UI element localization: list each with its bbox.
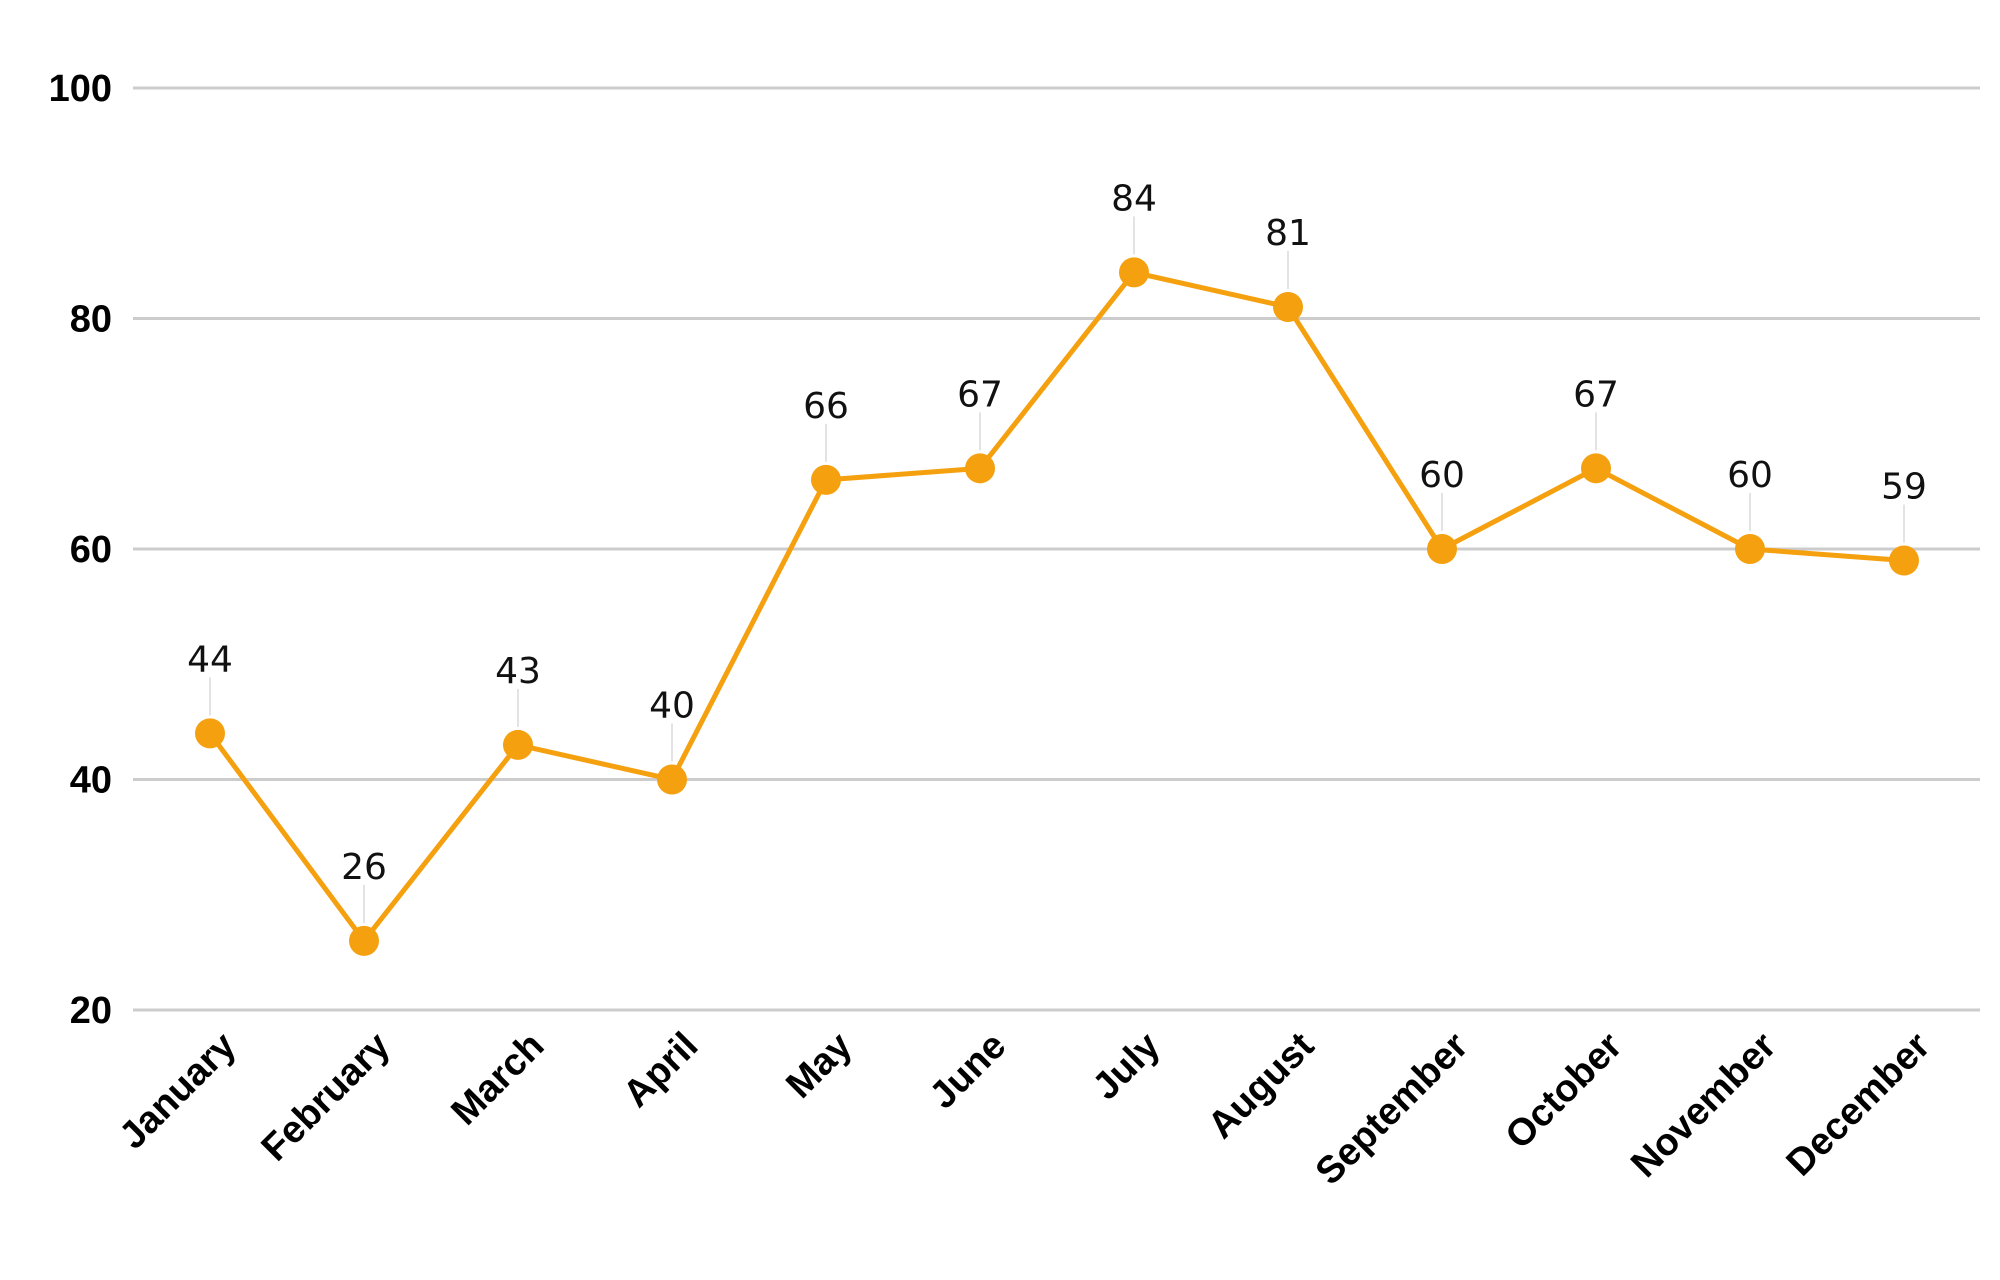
- x-tick-label-june: June: [922, 1025, 1014, 1117]
- data-point-august: [1273, 291, 1303, 322]
- data-label-march: 43: [495, 651, 541, 692]
- y-tick-label-100: 100: [49, 68, 112, 110]
- x-tick-label-august: August: [1200, 1024, 1322, 1146]
- x-tick-label-july: July: [1085, 1025, 1168, 1108]
- data-point-january: [195, 718, 225, 749]
- data-label-november: 60: [1727, 455, 1773, 496]
- x-tick-label-may: May: [778, 1025, 860, 1107]
- y-tick-label-80: 80: [70, 299, 112, 341]
- data-point-october: [1581, 453, 1611, 484]
- x-tick-label-november: November: [1623, 1025, 1784, 1186]
- x-tick-label-october: October: [1498, 1025, 1631, 1158]
- data-label-february: 26: [341, 847, 387, 888]
- x-tick-label-april: April: [615, 1025, 706, 1116]
- x-tick-label-february: February: [254, 1025, 399, 1170]
- data-label-may: 66: [803, 386, 849, 427]
- x-tick-label-september: September: [1308, 1025, 1477, 1194]
- y-tick-label-40: 40: [70, 760, 112, 802]
- data-point-november: [1735, 534, 1765, 564]
- x-tick-label-january: January: [112, 1025, 245, 1158]
- data-label-august: 81: [1265, 213, 1311, 254]
- data-label-december: 59: [1881, 467, 1927, 508]
- data-labels: 44 26 43 40 66 67 84 81 60 67 60 59: [187, 178, 1927, 923]
- data-point-june: [965, 453, 995, 484]
- y-tick-label-60: 60: [70, 529, 112, 571]
- data-point-february: [349, 925, 379, 956]
- y-tick-label-20: 20: [70, 990, 112, 1032]
- data-label-june: 67: [957, 374, 1003, 415]
- data-label-october: 67: [1573, 374, 1619, 415]
- data-point-july: [1119, 257, 1149, 288]
- data-point-april: [657, 764, 687, 795]
- data-point-december: [1889, 545, 1919, 576]
- x-axis-tick-labels: January February March April May June July Augu…: [112, 1024, 1939, 1193]
- data-point-september: [1427, 534, 1457, 564]
- data-label-january: 44: [187, 639, 233, 680]
- data-point-may: [811, 464, 841, 495]
- data-label-july: 84: [1111, 178, 1157, 219]
- series-group: [195, 257, 1919, 956]
- y-axis-tick-labels: 20 40 60 80 100: [49, 68, 112, 1032]
- data-label-april: 40: [649, 686, 695, 727]
- data-label-september: 60: [1419, 455, 1465, 496]
- x-tick-label-december: December: [1779, 1025, 1939, 1185]
- data-point-march: [503, 729, 533, 760]
- x-tick-label-march: March: [444, 1025, 553, 1134]
- series-line: [207, 269, 1907, 944]
- gridlines: [133, 86, 1980, 1012]
